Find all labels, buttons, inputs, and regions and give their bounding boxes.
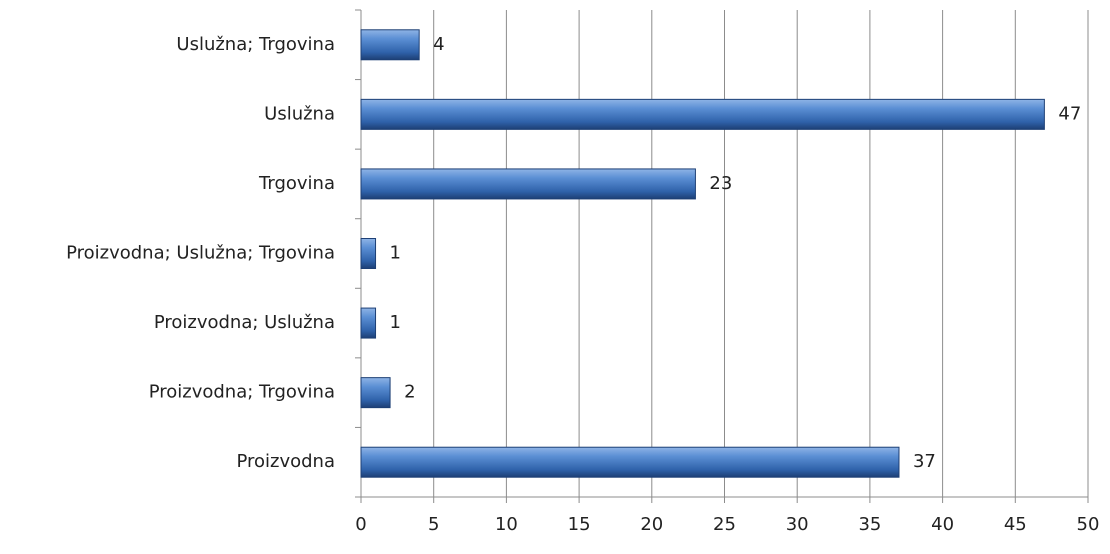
x-tick-label: 10 bbox=[495, 514, 518, 535]
bar bbox=[360, 238, 377, 269]
data-label: 2 bbox=[404, 382, 415, 403]
y-tick-label: Proizvodna; Uslužna; Trgovina bbox=[66, 243, 335, 264]
data-label: 37 bbox=[913, 451, 936, 472]
bar bbox=[360, 29, 420, 61]
x-tick-label: 50 bbox=[1077, 514, 1100, 535]
y-tick-label: Proizvodna; Uslužna bbox=[154, 312, 335, 333]
x-tick-label: 25 bbox=[713, 514, 736, 535]
x-tick-label: 30 bbox=[786, 514, 809, 535]
y-tick-label: Proizvodna bbox=[236, 451, 335, 472]
y-tick-label: Trgovina bbox=[258, 173, 335, 194]
bar bbox=[360, 307, 377, 339]
x-tick-label: 20 bbox=[640, 514, 663, 535]
data-label: 4 bbox=[433, 34, 444, 55]
x-tick-label: 5 bbox=[428, 514, 439, 535]
x-tick-label: 40 bbox=[931, 514, 954, 535]
y-tick-label: Uslužna bbox=[264, 103, 335, 124]
data-label: 23 bbox=[709, 173, 732, 194]
y-tick-label: Proizvodna; Trgovina bbox=[149, 382, 335, 403]
data-label: 1 bbox=[390, 243, 401, 264]
x-tick-label: 15 bbox=[568, 514, 591, 535]
bar bbox=[360, 168, 696, 200]
x-tick-label: 0 bbox=[355, 514, 366, 535]
x-tick-label: 35 bbox=[858, 514, 881, 535]
data-label: 1 bbox=[390, 312, 401, 333]
bar bbox=[360, 377, 391, 409]
y-tick-label: Uslužna; Trgovina bbox=[176, 34, 335, 55]
data-label: 47 bbox=[1058, 103, 1081, 124]
x-tick-label: 45 bbox=[1004, 514, 1027, 535]
bar bbox=[360, 446, 900, 478]
bar bbox=[360, 98, 1045, 130]
